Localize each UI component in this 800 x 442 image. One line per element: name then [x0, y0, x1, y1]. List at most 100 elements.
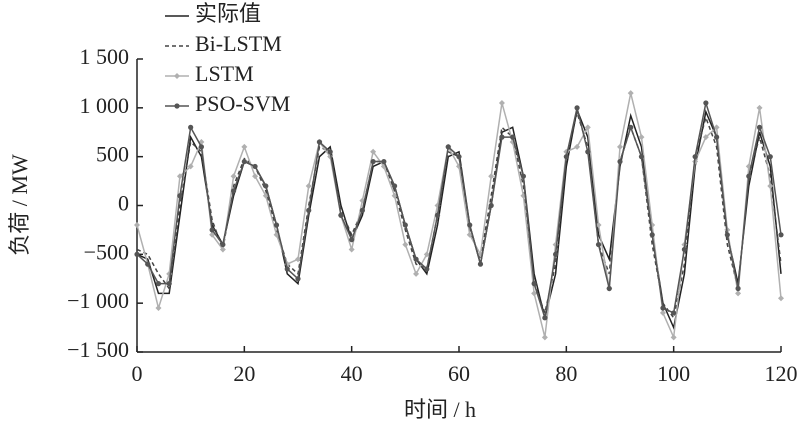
x-tick-label: 60 [448, 361, 470, 386]
data-point [187, 163, 194, 170]
legend-label: 实际值 [195, 1, 261, 26]
data-point [241, 143, 248, 150]
data-point [305, 182, 312, 189]
y-tick-label: 0 [118, 191, 129, 216]
x-tick-label: 120 [765, 361, 798, 386]
data-point [402, 222, 408, 228]
data-point [563, 154, 569, 160]
data-point [477, 261, 484, 267]
data-point [413, 270, 420, 277]
legend-item: Bi-LSTM [165, 31, 282, 56]
data-point [659, 309, 666, 316]
x-tick-label: 100 [657, 361, 690, 386]
data-point [252, 163, 258, 170]
x-tick-label: 80 [555, 361, 577, 386]
data-point [670, 334, 677, 341]
data-point [370, 148, 377, 155]
legend-item: PSO-SVM [165, 91, 290, 116]
data-point [359, 207, 365, 213]
data-point [627, 90, 634, 97]
data-point [327, 149, 333, 155]
data-point [681, 246, 688, 253]
data-point [778, 232, 784, 238]
data-point [499, 134, 505, 140]
y-tick-label: 1 000 [80, 93, 130, 118]
data-point [553, 251, 559, 257]
data-point [348, 246, 355, 253]
data-point [424, 266, 430, 272]
data-point [649, 232, 655, 238]
data-point [392, 183, 398, 189]
y-tick-label: −500 [84, 239, 129, 264]
data-point [413, 256, 419, 262]
data-point [177, 193, 183, 199]
data-point [767, 182, 774, 189]
data-point [520, 173, 527, 179]
data-point [692, 154, 698, 160]
data-point [284, 266, 290, 272]
data-point [638, 134, 645, 141]
data-point [306, 207, 312, 213]
y-axis-label: 负荷 / MW [7, 154, 32, 256]
data-point [542, 315, 548, 321]
data-point [498, 99, 505, 106]
data-point [531, 281, 537, 287]
data-point [617, 143, 623, 150]
data-point [488, 173, 495, 180]
data-point [134, 222, 140, 229]
data-point [488, 202, 494, 209]
data-point [617, 158, 623, 165]
data-point [724, 232, 730, 238]
series-line [136, 109, 782, 320]
data-point [145, 261, 151, 267]
data-point [574, 143, 581, 150]
legend-item: 实际值 [165, 1, 261, 26]
data-point [628, 124, 634, 130]
x-tick-label: 20 [233, 361, 255, 386]
data-point [316, 139, 323, 145]
data-point [606, 285, 612, 292]
data-point [574, 105, 580, 111]
data-point [295, 256, 301, 263]
series-line [136, 102, 782, 319]
data-point [660, 305, 666, 311]
data-point [188, 124, 194, 130]
legend-marker [174, 73, 180, 79]
legend-item: LSTM [165, 61, 254, 86]
data-point [198, 144, 204, 150]
data-point [134, 251, 140, 257]
data-point [230, 173, 237, 180]
data-point [703, 100, 709, 106]
data-point [209, 227, 215, 233]
data-point [423, 251, 430, 258]
data-point [370, 158, 376, 165]
data-point [702, 134, 709, 141]
data-point [778, 295, 784, 302]
data-point [714, 134, 720, 140]
data-point [735, 290, 742, 297]
legend-label: Bi-LSTM [195, 31, 282, 56]
data-point [295, 276, 301, 282]
legend-label: PSO-SVM [195, 91, 290, 116]
data-point [445, 144, 451, 150]
data-point [756, 124, 763, 130]
x-axis-label: 时间 / h [404, 397, 476, 422]
data-point [176, 173, 183, 180]
data-point [338, 212, 344, 218]
data-point [434, 212, 441, 218]
data-point [381, 158, 387, 165]
data-point [531, 290, 538, 297]
data-point [155, 305, 162, 312]
x-tick-label: 0 [132, 361, 143, 386]
data-point [220, 241, 226, 248]
data-point [713, 124, 720, 131]
data-point [231, 188, 237, 194]
data-point [541, 334, 548, 341]
data-point [467, 222, 473, 228]
data-point [595, 241, 602, 248]
data-point [402, 241, 409, 248]
data-point [219, 246, 226, 253]
data-point [735, 285, 741, 292]
legend-marker [174, 103, 180, 109]
